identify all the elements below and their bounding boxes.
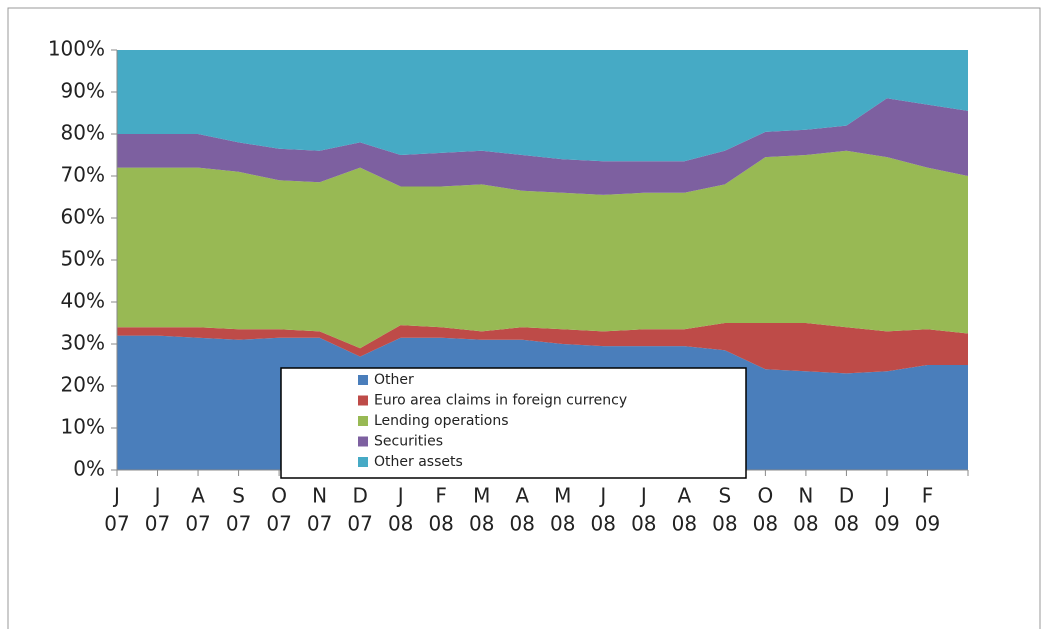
x-tick-label: A: [191, 484, 205, 508]
area: [117, 323, 968, 374]
x-tick-label: 07: [185, 512, 210, 536]
y-tick-label: 90%: [61, 79, 105, 103]
x-tick-label: 07: [104, 512, 129, 536]
x-tick-label: 08: [388, 512, 413, 536]
x-tick-label: F: [922, 484, 934, 508]
area: [117, 98, 968, 195]
x-tick-label: J: [396, 484, 404, 508]
x-tick-label: D: [352, 484, 367, 508]
x-tick-label: N: [798, 484, 813, 508]
x-tick-label: M: [473, 484, 490, 508]
x-tick-label: J: [639, 484, 647, 508]
y-tick-label: 100%: [48, 37, 105, 61]
x-tick-label: O: [271, 484, 287, 508]
y-tick-label: 20%: [61, 373, 105, 397]
x-tick-label: 08: [793, 512, 818, 536]
x-tick-label: 08: [712, 512, 737, 536]
legend: Other Euro area claims in foreign currenc…: [280, 367, 747, 479]
y-tick-label: 70%: [61, 163, 105, 187]
y-tick-label: 40%: [61, 289, 105, 313]
x-tick-label: J: [153, 484, 161, 508]
x-tick-label: 07: [347, 512, 372, 536]
x-tick-label: 07: [226, 512, 251, 536]
x-tick-label: 08: [672, 512, 697, 536]
x-tick-label: 09: [915, 512, 940, 536]
y-tick-label: 10%: [61, 415, 105, 439]
x-tick-label: 08: [550, 512, 575, 536]
x-tick-label: S: [232, 484, 245, 508]
x-tick-label: J: [598, 484, 606, 508]
x-tick-label: 07: [266, 512, 291, 536]
x-tick-label: 07: [307, 512, 332, 536]
legend-label: Lending operations: [374, 413, 509, 429]
legend-swatch: [358, 457, 368, 467]
frame: [7, 7, 1041, 629]
area: [117, 150, 968, 349]
legend-swatch: [358, 416, 368, 426]
x-tick-label: 08: [834, 512, 859, 536]
x-tick-label: A: [677, 484, 691, 508]
legend-swatch: [358, 436, 368, 447]
x-tick-label: 08: [469, 512, 494, 536]
y-tick-label: 30%: [61, 331, 105, 355]
x-tick-label: 08: [510, 512, 535, 536]
area: [117, 50, 968, 162]
x-tick-label: 08: [753, 512, 778, 536]
x-tick-label: 07: [145, 512, 170, 536]
x-tick-label: F: [435, 484, 447, 508]
x-tick-label: 08: [428, 512, 453, 536]
x-tick-label: N: [312, 484, 327, 508]
x-tick-label: O: [758, 484, 774, 508]
legend-label: Euro area claims in foreign currency: [374, 393, 627, 409]
x-tick-label: 09: [874, 512, 899, 536]
y-tick-label: 50%: [61, 247, 105, 271]
legend-label: Securities: [374, 434, 443, 450]
legend-swatch: [358, 395, 368, 406]
x-tick-label: D: [839, 484, 854, 508]
legend-swatch: [358, 375, 368, 385]
x-tick-label: M: [554, 484, 571, 508]
x-tick-label: S: [719, 484, 732, 508]
legend-box: [280, 367, 747, 479]
x-tick-label: J: [112, 484, 120, 508]
x-tick-label: J: [882, 484, 890, 508]
legend-label: Other: [374, 372, 414, 388]
x-tick-label: A: [515, 484, 529, 508]
y-tick-label: 0%: [73, 457, 105, 481]
x-tick-label: 08: [631, 512, 656, 536]
y-tick-label: 60%: [61, 205, 105, 229]
y-tick-label: 80%: [61, 121, 105, 145]
x-tick-label: 08: [591, 512, 616, 536]
legend-label: Other assets: [374, 454, 463, 470]
